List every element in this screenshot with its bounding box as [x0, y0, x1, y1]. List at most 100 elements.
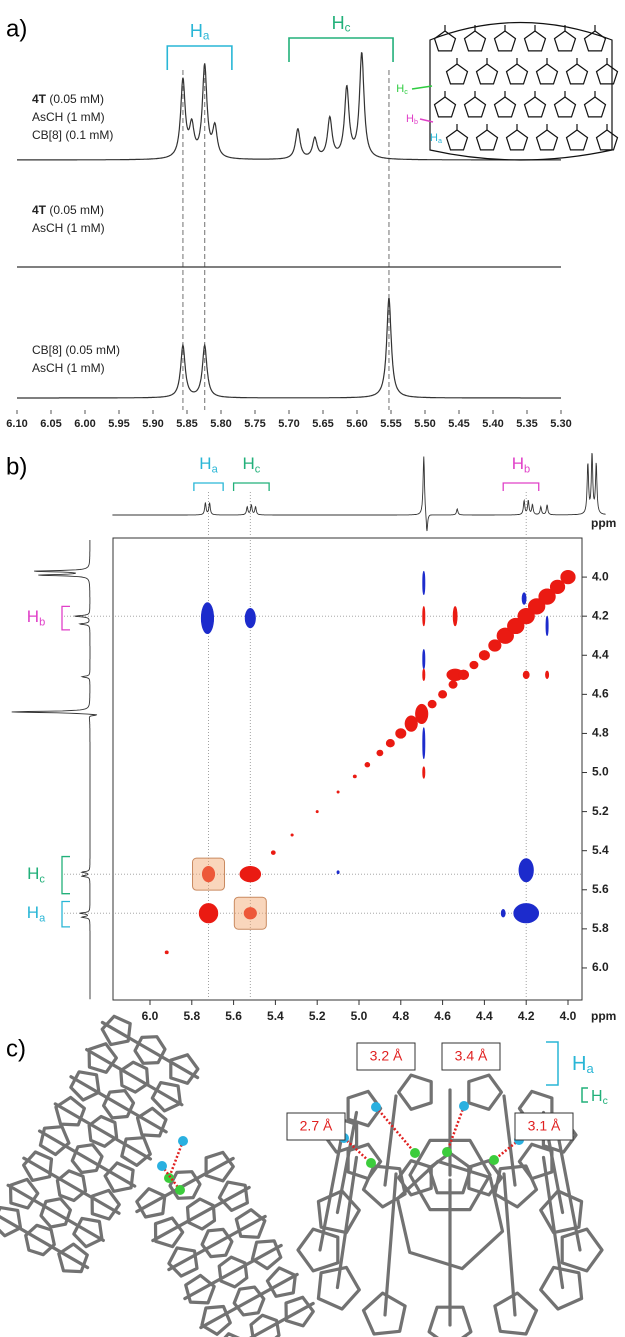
cross-peak	[239, 866, 262, 883]
hc-atom	[175, 1185, 185, 1195]
ring	[87, 1114, 119, 1148]
h-label-sub: a	[438, 137, 442, 145]
y-tick-label: 5.6	[592, 882, 609, 896]
ring	[397, 1073, 433, 1111]
cross-peak	[513, 903, 540, 924]
ring	[217, 1255, 249, 1289]
ring	[346, 1089, 383, 1128]
ring	[463, 30, 487, 52]
y-tick-label: 4.6	[592, 687, 609, 701]
x-tick-label: 5.30	[550, 418, 571, 430]
cross-peak	[478, 650, 490, 661]
bracket	[502, 482, 540, 491]
x-tick-label: 5.90	[142, 418, 163, 430]
cross-peak	[422, 727, 426, 760]
h-label-main: H	[27, 608, 39, 627]
ring	[595, 63, 619, 85]
x-tick-label: 5.40	[482, 418, 503, 430]
bond	[541, 1155, 565, 1290]
cross-peak	[500, 909, 506, 918]
h-label: Hb	[27, 608, 45, 629]
ring	[24, 1223, 56, 1257]
h-label-sub: c	[345, 22, 351, 35]
ring	[265, 1266, 297, 1298]
y-tick-label: 4.8	[592, 726, 609, 740]
distance-box	[286, 1112, 346, 1141]
trace-label-part: CB[8] (0.05 mM)	[32, 343, 120, 357]
bond	[135, 1156, 235, 1214]
trace-label-part: (0.05 mM)	[46, 203, 104, 217]
ring	[560, 1227, 604, 1273]
panel-label: b)	[6, 453, 27, 480]
bracket	[546, 1041, 559, 1086]
ring	[493, 1291, 539, 1336]
x-tick-label: 5.0	[351, 1009, 368, 1023]
h-label-sub: a	[586, 1061, 594, 1076]
x-tick-label: 5.6	[225, 1009, 242, 1023]
cross-peak	[352, 774, 357, 779]
ring	[505, 63, 529, 85]
h-label-main: H	[430, 132, 438, 144]
distance-line	[167, 1140, 185, 1179]
bond	[151, 1185, 251, 1243]
ring	[523, 96, 547, 118]
ring	[505, 129, 529, 151]
panel-label: a)	[6, 15, 27, 42]
cross-peak	[527, 598, 546, 615]
bond	[383, 1172, 398, 1317]
x-tick-label: 6.10	[6, 418, 27, 430]
cross-peak	[415, 703, 429, 724]
hc-atom	[164, 1173, 174, 1183]
ring	[135, 1187, 167, 1219]
cross-peak	[469, 660, 479, 670]
cross-peak	[549, 579, 566, 594]
cross-peak	[376, 749, 384, 757]
h-label: Ha	[190, 21, 210, 43]
ring	[8, 1177, 40, 1210]
bracket	[61, 855, 70, 895]
bond	[37, 1129, 137, 1188]
h-label: Hc	[242, 454, 260, 475]
bond	[53, 1102, 153, 1161]
ring	[467, 1073, 503, 1111]
ring	[184, 1273, 216, 1305]
h-label-main: H	[242, 454, 254, 473]
ring	[100, 1014, 132, 1047]
ring	[57, 1242, 89, 1274]
ring	[200, 1227, 234, 1259]
ring	[523, 30, 547, 52]
h-label-main: H	[591, 1088, 603, 1105]
ring	[169, 1053, 200, 1085]
ring	[361, 1291, 407, 1336]
hc-atom	[410, 1148, 420, 1158]
ring	[232, 1285, 266, 1317]
ring	[583, 30, 607, 52]
h-label-sub: b	[39, 616, 45, 628]
y-tick-label: 6.0	[592, 960, 609, 974]
bracket	[61, 900, 70, 928]
cross-peak	[336, 870, 340, 875]
x-tick-label: 5.2	[309, 1009, 326, 1023]
ring	[463, 96, 487, 118]
h-label: Hc	[27, 865, 45, 886]
cross-peak	[518, 858, 534, 883]
cross-peak	[521, 592, 527, 605]
bond	[199, 1272, 299, 1330]
ring	[395, 1159, 505, 1271]
ring	[475, 63, 499, 85]
cross-peak	[315, 810, 319, 814]
cross-peak	[201, 866, 216, 883]
ring	[475, 129, 499, 151]
distance-line	[445, 1105, 466, 1153]
ring	[583, 96, 607, 118]
cross-peak	[517, 608, 535, 625]
h-label: Ha	[572, 1053, 594, 1076]
cross-peak	[422, 766, 426, 779]
y-tick-label: 5.0	[592, 765, 609, 779]
cross-peak	[404, 715, 418, 732]
cage-structure	[429, 21, 619, 161]
distance-line	[375, 1106, 416, 1154]
h-label-sub: b	[414, 118, 418, 126]
cross-peak	[545, 670, 550, 680]
trace-label-part: 4T	[32, 92, 47, 106]
